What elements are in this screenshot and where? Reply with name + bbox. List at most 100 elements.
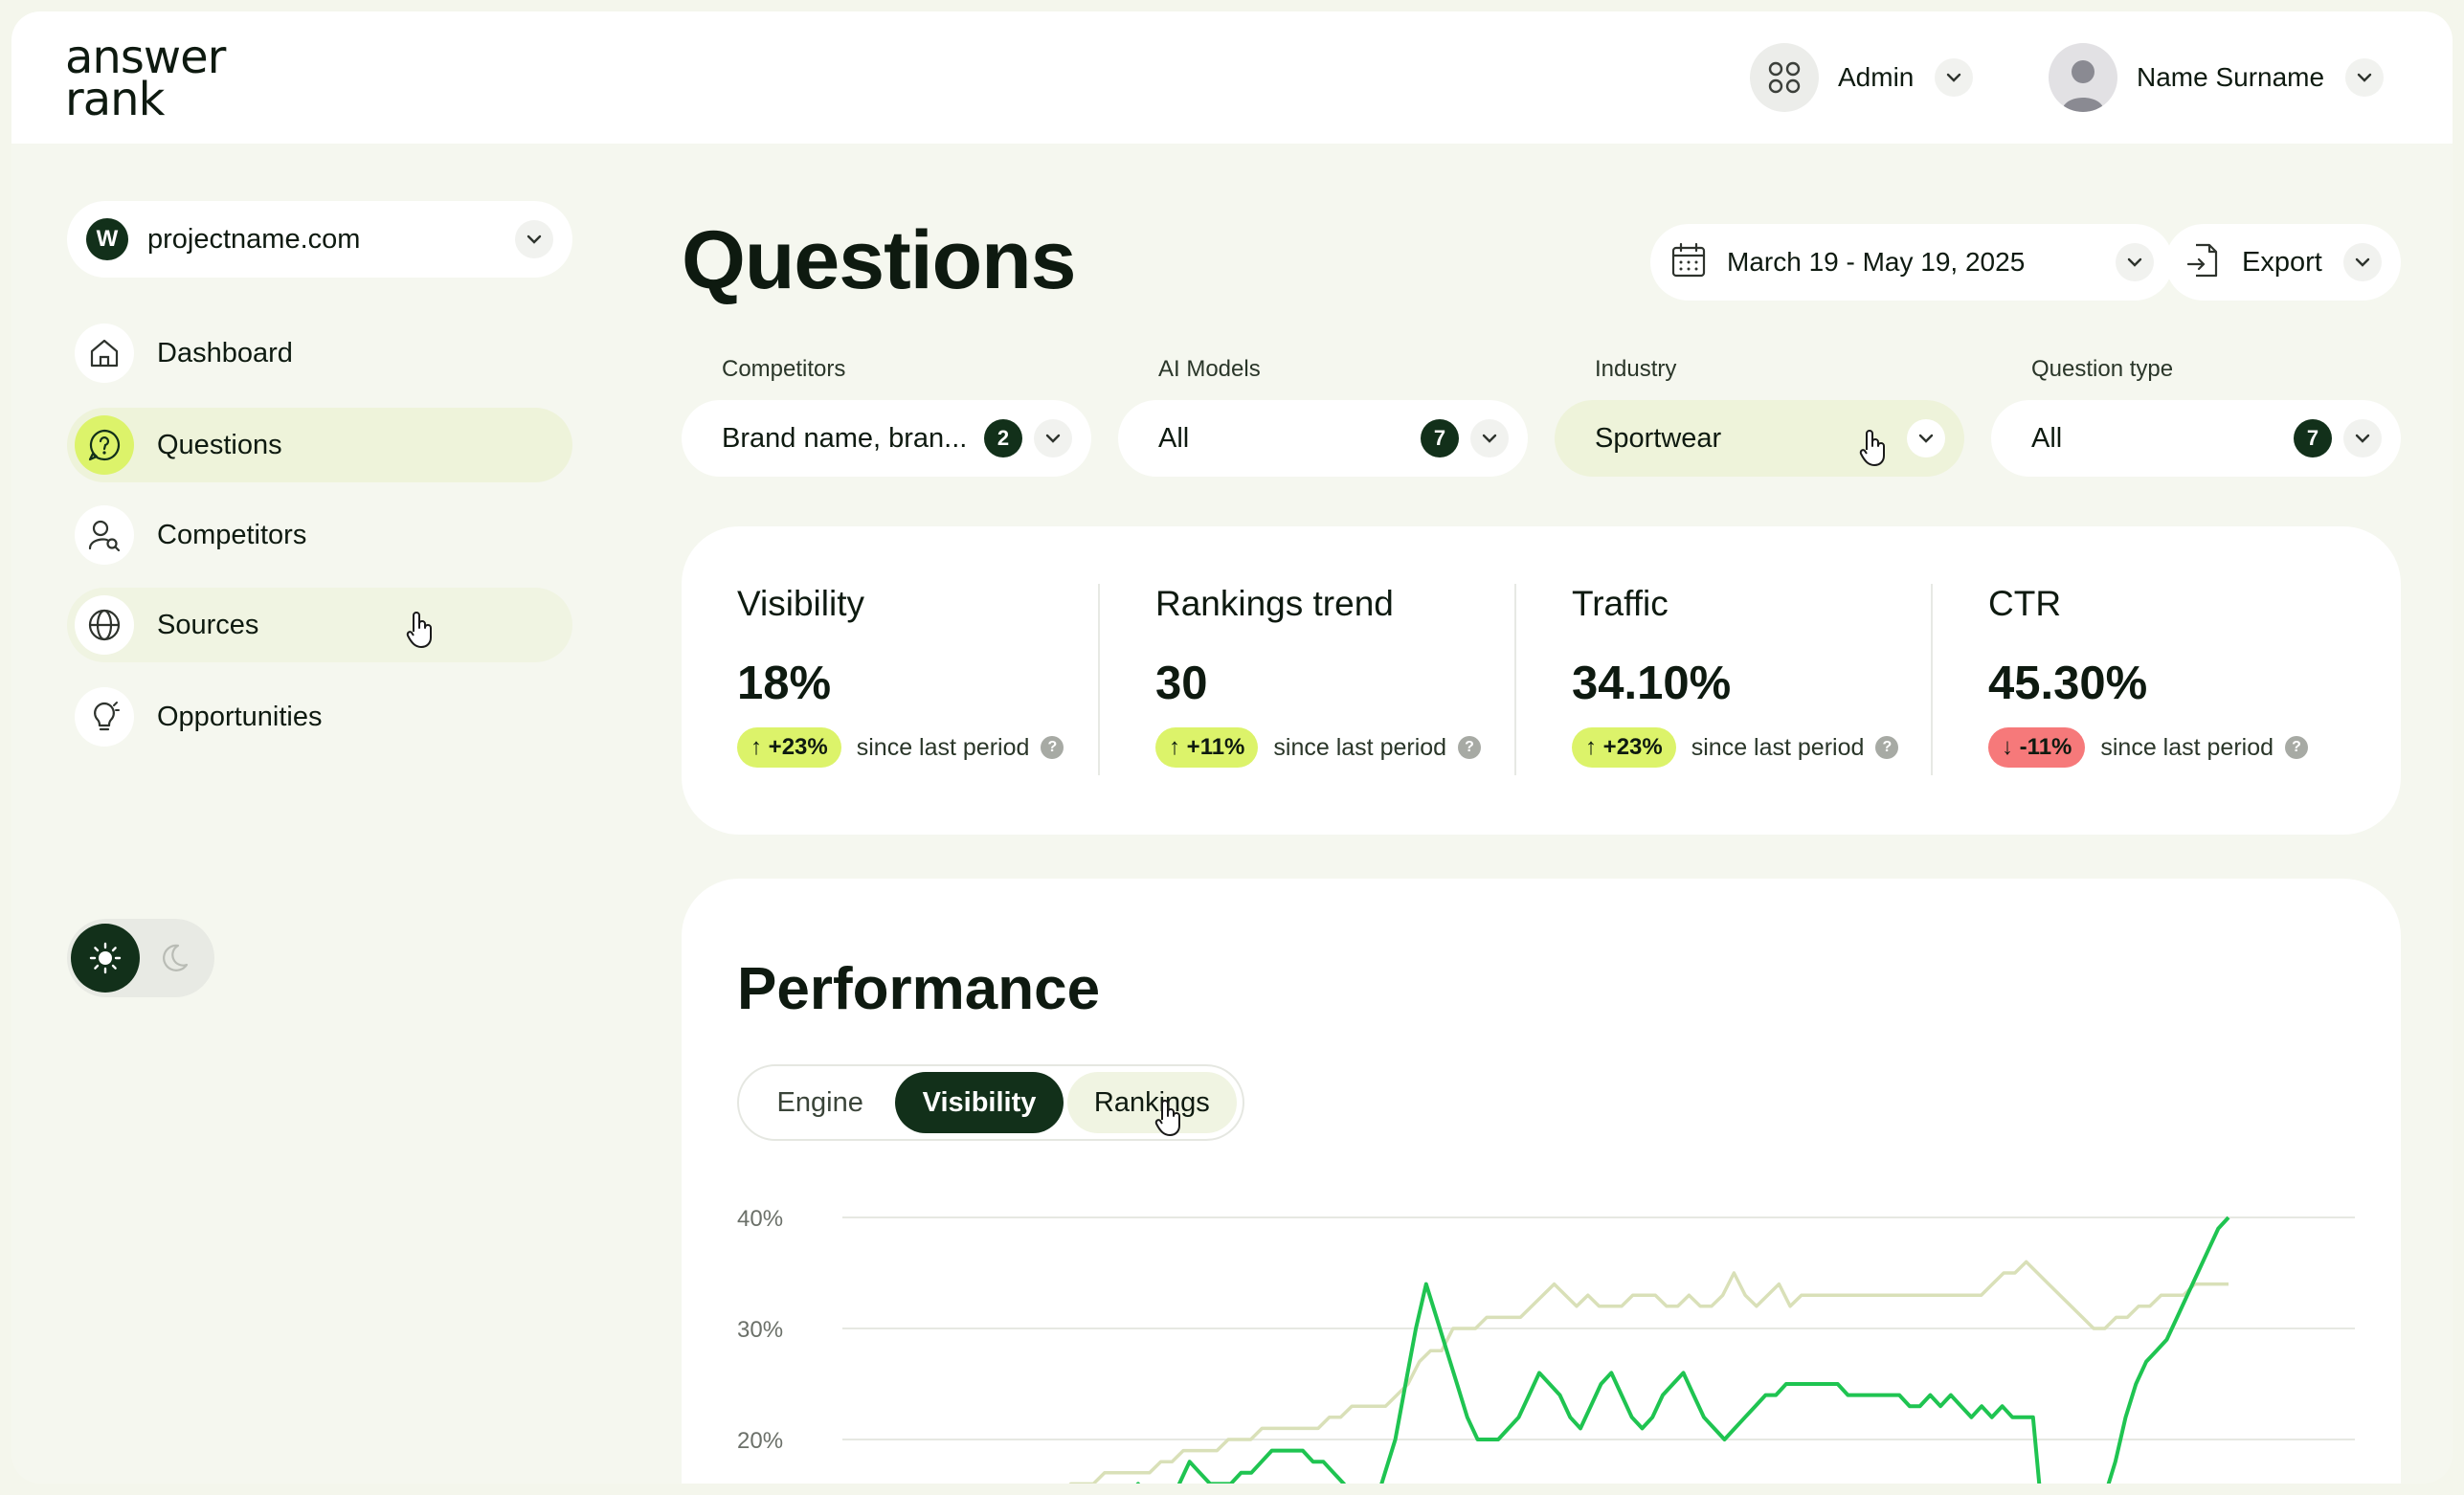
count-badge: 2	[984, 419, 1022, 457]
filter-value: All	[1158, 422, 1190, 454]
sidebar-item-label: Competitors	[157, 519, 307, 550]
filter-question-type: Question type All 7	[1991, 356, 2401, 477]
delta-badge: ↑ +23%	[1572, 727, 1676, 768]
home-icon	[75, 324, 134, 383]
export-file-icon	[2184, 241, 2223, 284]
performance-card: Performance Engine Visibility Rankings 4…	[682, 879, 2401, 1484]
stat-rankings-trend: Rankings trend 30 ↑ +11% since last peri…	[1098, 584, 1514, 775]
stat-ctr: CTR 45.30% ↓ -11% since last period ?	[1931, 584, 2347, 775]
series-line-secondary	[1068, 1260, 2229, 1484]
stats-card: Visibility 18% ↑ +23% since last period …	[682, 526, 2401, 835]
admin-label: Admin	[1838, 62, 1915, 92]
brand-logo[interactable]: answer rank	[65, 31, 226, 126]
filter-ai-models: AI Models All 7	[1118, 356, 1528, 477]
performance-chart: 40% 30% 20%	[737, 1206, 2355, 1484]
chevron-down-icon	[1034, 419, 1072, 457]
project-name: projectname.com	[147, 223, 361, 255]
arrow-up-icon: ↑	[750, 734, 769, 760]
delta-note: since last period	[1273, 733, 1447, 761]
count-badge: 7	[2294, 419, 2332, 457]
sidebar-item-competitors[interactable]: Competitors	[67, 498, 572, 572]
stat-value: 34.10%	[1572, 658, 1732, 709]
filter-competitors: Competitors Brand name, bran... 2	[682, 356, 1091, 477]
sidebar-item-dashboard[interactable]: Dashboard	[67, 316, 572, 390]
delta-badge: ↑ +23%	[737, 727, 841, 768]
delta-badge: ↑ +11%	[1155, 727, 1259, 768]
help-icon[interactable]: ?	[2285, 736, 2309, 759]
logo-line-2: rank	[65, 73, 165, 126]
globe-icon	[75, 595, 134, 655]
sidebar-item-sources[interactable]: Sources	[67, 588, 572, 662]
filter-value: All	[2031, 422, 2063, 454]
chevron-down-icon	[2343, 243, 2382, 281]
chevron-down-icon	[515, 220, 553, 258]
avatar	[2049, 43, 2117, 112]
moon-icon[interactable]	[140, 924, 209, 993]
hand-cursor-icon	[1859, 430, 1885, 466]
industry-select[interactable]: Sportwear	[1555, 400, 1964, 477]
hand-cursor-icon	[406, 612, 432, 648]
admin-menu[interactable]: Admin	[1750, 43, 1974, 112]
question-type-select[interactable]: All 7	[1991, 400, 2401, 477]
stat-traffic: Traffic 34.10% ↑ +23% since last period …	[1514, 584, 1931, 775]
apps-grid-icon	[1750, 43, 1819, 112]
arrow-down-icon: ↓	[2002, 734, 2020, 760]
filter-label: Industry	[1595, 356, 1677, 382]
chevron-down-icon	[1935, 58, 1974, 97]
tab-engine[interactable]: Engine	[776, 1086, 863, 1118]
filter-industry: Industry Sportwear	[1555, 356, 1964, 477]
export-button[interactable]: Export	[2165, 224, 2401, 301]
count-badge: 7	[1421, 419, 1459, 457]
arrow-up-icon: ↑	[1169, 734, 1187, 760]
ai-models-select[interactable]: All 7	[1118, 400, 1528, 477]
help-icon[interactable]: ?	[1458, 736, 1482, 759]
date-range-picker[interactable]: March 19 - May 19, 2025	[1650, 224, 2173, 301]
delta-badge: ↓ -11%	[1988, 727, 2086, 768]
competitors-select[interactable]: Brand name, bran... 2	[682, 400, 1091, 477]
sidebar-item-label: Opportunities	[157, 701, 323, 732]
top-bar: answer rank Admin Name Surname	[11, 11, 2453, 144]
help-icon[interactable]: ?	[1875, 736, 1899, 759]
sun-icon[interactable]	[71, 924, 140, 993]
tab-rankings[interactable]: Rankings	[1066, 1072, 1237, 1133]
help-icon[interactable]: ?	[1041, 736, 1064, 759]
y-tick-label: 40%	[737, 1206, 783, 1232]
stat-title: CTR	[1988, 584, 2062, 623]
calendar-icon	[1669, 241, 1708, 284]
stat-value: 45.30%	[1988, 658, 2148, 709]
app-window: answer rank Admin Name Surname W project…	[11, 11, 2453, 1484]
sidebar-item-label: Sources	[157, 609, 259, 640]
sidebar-item-label: Questions	[157, 429, 282, 460]
sidebar-item-label: Dashboard	[157, 337, 293, 368]
date-range-label: March 19 - May 19, 2025	[1727, 247, 2026, 277]
delta-value: +23%	[768, 734, 828, 760]
delta-value: -11%	[2019, 734, 2072, 760]
delta-value: +23%	[1602, 734, 1663, 760]
logo-line-1: answer	[65, 31, 226, 84]
stat-title: Visibility	[737, 584, 864, 623]
stat-title: Rankings trend	[1155, 584, 1394, 623]
user-name: Name Surname	[2137, 62, 2325, 92]
hand-cursor-icon	[1154, 1100, 1180, 1136]
stat-value: 18%	[737, 658, 832, 709]
stat-visibility: Visibility 18% ↑ +23% since last period …	[682, 584, 1098, 775]
filter-label: Question type	[2031, 356, 2174, 382]
user-search-icon	[75, 505, 134, 565]
theme-toggle[interactable]	[67, 919, 214, 997]
delta-note: since last period	[856, 733, 1030, 761]
page-title: Questions	[682, 214, 1077, 306]
chevron-down-icon	[1470, 419, 1509, 457]
tab-visibility[interactable]: Visibility	[895, 1072, 1064, 1133]
lightbulb-icon	[75, 687, 134, 747]
user-menu[interactable]: Name Surname	[2049, 43, 2385, 112]
chevron-down-icon	[2345, 58, 2385, 97]
sidebar-item-questions[interactable]: Questions	[67, 408, 572, 482]
sidebar-item-opportunities[interactable]: Opportunities	[67, 680, 572, 754]
chevron-down-icon	[1907, 419, 1945, 457]
export-label: Export	[2242, 246, 2322, 278]
performance-tabs: Engine Visibility Rankings	[737, 1064, 1244, 1141]
question-bubble-icon	[75, 415, 134, 475]
stat-value: 30	[1155, 658, 1208, 709]
project-selector[interactable]: W projectname.com	[67, 201, 572, 278]
stat-title: Traffic	[1572, 584, 1669, 623]
